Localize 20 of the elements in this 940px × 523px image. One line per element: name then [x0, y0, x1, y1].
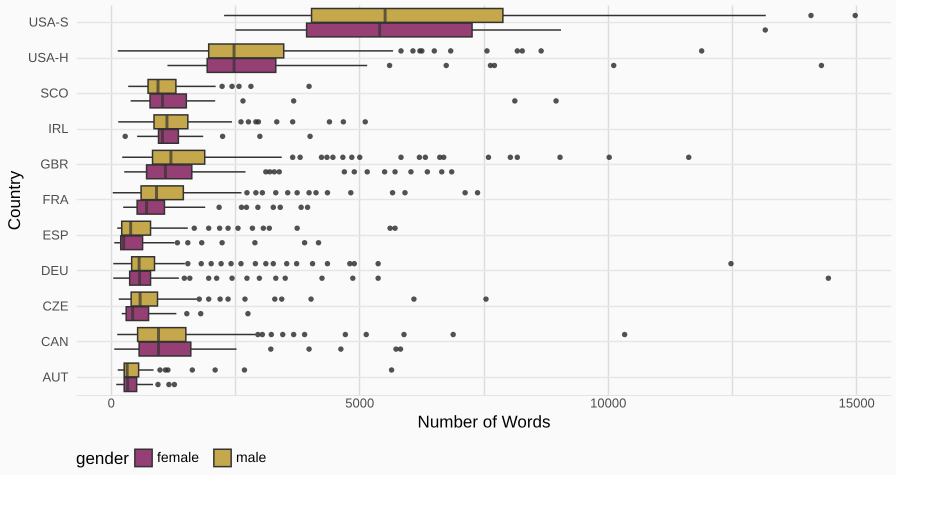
- legend-label: male: [236, 448, 267, 465]
- y-tick-label: CZE: [42, 298, 69, 314]
- x-tick-label: 15000: [838, 396, 875, 410]
- y-tick-label: DEU: [41, 262, 68, 278]
- y-tick-label: AUT: [42, 369, 69, 384]
- x-axis-title: Number of Words: [418, 412, 550, 432]
- y-tick-label: USA-S: [28, 14, 69, 30]
- y-tick-label: IRL: [48, 121, 68, 136]
- y-tick-label: CAN: [41, 334, 68, 349]
- x-tick-label: 0: [108, 396, 115, 410]
- legend-title: gender: [76, 449, 130, 468]
- x-tick-label: 5000: [345, 396, 374, 410]
- x-tick-label: 10000: [590, 396, 626, 410]
- legend-label: female: [157, 448, 200, 465]
- y-axis-title: Country: [5, 170, 24, 230]
- y-tick-label: ESP: [42, 227, 68, 242]
- y-tick-label: SCO: [40, 86, 68, 101]
- y-tick-label: GBR: [40, 156, 68, 172]
- y-tick-label: USA-H: [28, 50, 68, 66]
- y-tick-label: FRA: [42, 192, 69, 207]
